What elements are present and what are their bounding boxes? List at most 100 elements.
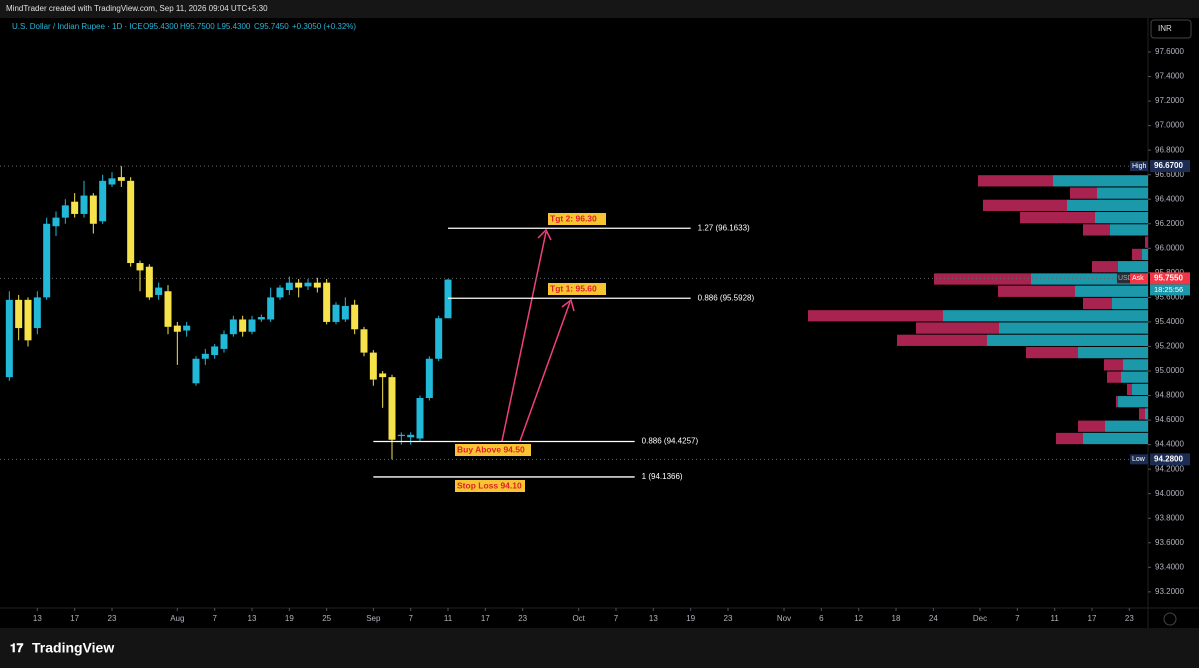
x-tick-label: Oct [572, 614, 585, 623]
level-label: 0.886 (94.4257) [642, 437, 699, 446]
candle-body [99, 180, 107, 222]
volume-buy [1031, 273, 1148, 285]
level-label: 1.27 (96.1633) [698, 223, 750, 232]
candle-body [360, 329, 368, 353]
x-tick-label: 17 [70, 614, 79, 623]
y-tick-label: 94.4000 [1155, 440, 1184, 449]
candle-body [192, 358, 200, 384]
x-tick-label: Aug [170, 614, 184, 623]
x-tick-label: 23 [724, 614, 733, 623]
candle-body [285, 282, 293, 291]
countdown-box [1150, 284, 1190, 296]
x-tick-label: Sep [366, 614, 381, 623]
x-tick-label: 6 [819, 614, 824, 623]
y-tick-label: 95.2000 [1155, 342, 1184, 351]
ohlc-open: O95.4300 [143, 22, 179, 31]
volume-buy [1110, 224, 1148, 236]
x-tick-label: 11 [444, 614, 453, 623]
y-tick-label: 96.4000 [1155, 194, 1184, 203]
y-tick-label: 93.6000 [1155, 538, 1184, 547]
tag-value-box [1150, 272, 1190, 285]
arrow-head [537, 228, 552, 241]
y-tick-label: 93.2000 [1155, 587, 1184, 596]
candle-body [313, 282, 321, 288]
candle-body [15, 299, 23, 329]
tag-name-box [1130, 161, 1148, 172]
candle-body [267, 297, 275, 320]
volume-sell [1132, 248, 1142, 261]
volume-sell [1116, 396, 1118, 408]
candle-body [164, 291, 172, 327]
x-tick-label: 13 [248, 614, 257, 623]
currency-button[interactable] [1150, 19, 1192, 39]
candle-body [145, 266, 153, 298]
candle-body [323, 282, 331, 322]
annotation-box [548, 283, 606, 295]
volume-buy [987, 334, 1148, 346]
tag-name-box [1130, 454, 1148, 465]
volume-sell [1104, 359, 1123, 371]
auto-scale[interactable] [1163, 612, 1177, 626]
candle-body [89, 195, 97, 224]
candle-body [5, 299, 13, 378]
volume-buy [943, 310, 1148, 322]
arrows [501, 228, 575, 442]
candle-body [276, 287, 284, 298]
top-bar [0, 0, 1199, 18]
y-tick-label: 96.2000 [1155, 219, 1184, 228]
candle-body [379, 373, 387, 378]
volume-sell [1083, 224, 1110, 236]
volume-sell [1092, 261, 1118, 273]
candle-body [341, 305, 349, 320]
candle-body [435, 318, 443, 359]
tag-value: 94.2800 [1154, 454, 1183, 463]
volume-sell [1026, 346, 1078, 359]
tag-name: Ask [1132, 275, 1144, 282]
candle-body [183, 325, 191, 331]
tag-value: 95.7550 [1154, 273, 1183, 282]
x-tick-label: 23 [108, 614, 117, 623]
x-tick-label: 12 [854, 614, 863, 623]
y-tick-label: 94.2000 [1155, 464, 1184, 473]
volume-sell [808, 310, 943, 322]
candle-body [388, 377, 396, 440]
change: +0.3050 (+0.32%) [292, 22, 356, 31]
candle-body [416, 398, 424, 439]
volume-sell [1056, 432, 1083, 445]
candle-body [155, 287, 163, 295]
candle-body [425, 358, 433, 399]
x-tick-label: 23 [1125, 614, 1134, 623]
candle-body [211, 346, 219, 356]
arrow-head [561, 298, 575, 312]
volume-buy [1118, 261, 1148, 273]
candle-body [304, 282, 312, 287]
volume-sell [983, 199, 1067, 211]
annotation: Tgt 1: 95.60 [550, 283, 597, 293]
y-tick-label: 97.6000 [1155, 47, 1184, 56]
volume-buy [1067, 199, 1148, 211]
volume-buy [1142, 248, 1148, 261]
y-tick-label: 96.8000 [1155, 145, 1184, 154]
currency[interactable]: INR [1158, 24, 1172, 33]
tag-value: 96.6700 [1154, 161, 1183, 170]
volume-sell [1107, 371, 1121, 383]
volume-buy [1132, 383, 1148, 396]
volume-buy [1053, 175, 1148, 187]
candle-body [369, 352, 377, 380]
level-label: 0.886 (95.5928) [698, 293, 755, 302]
volume-sell [998, 285, 1075, 297]
ohlc-low: L95.4300 [217, 22, 251, 31]
candle-body [332, 304, 340, 322]
volume-sell [1127, 383, 1132, 396]
x-tick-label: Nov [777, 614, 791, 623]
x-tick-label: 7 [212, 614, 217, 623]
candle-body [444, 279, 452, 319]
candle-body [407, 434, 415, 438]
x-tick-label: 7 [1015, 614, 1020, 623]
tag-currency: USD [1118, 275, 1133, 282]
candle-body [33, 297, 41, 329]
x-tick-label: 24 [929, 614, 938, 623]
x-tick-label: 17 [481, 614, 490, 623]
symbol: U.S. Dollar / Indian Rupee · 1D · ICE [12, 22, 143, 31]
